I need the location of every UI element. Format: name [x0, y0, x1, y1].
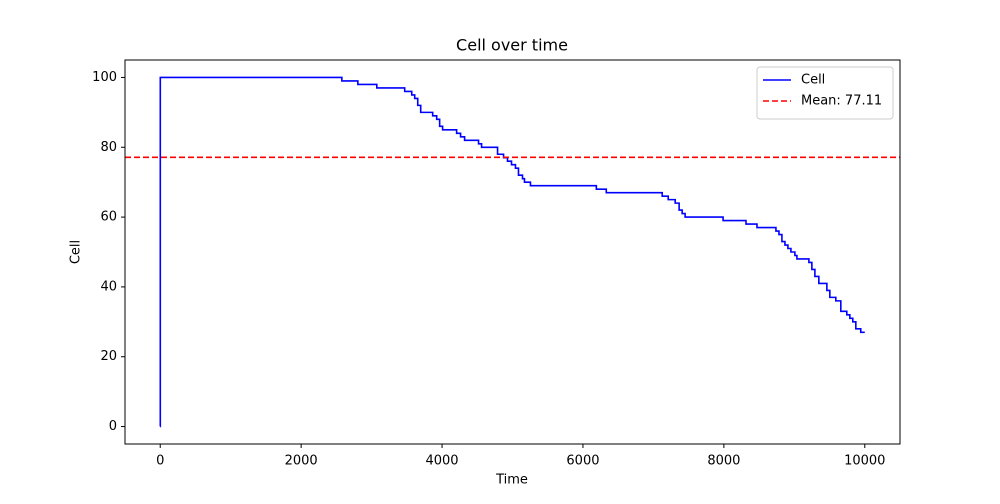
x-tick-label: 4000: [425, 454, 458, 469]
y-tick-label: 40: [100, 279, 117, 294]
x-axis-label: Time: [495, 473, 528, 488]
y-tick-label: 0: [109, 419, 117, 434]
x-tick-label: 6000: [566, 454, 599, 469]
series-line: [159, 76, 865, 428]
x-tick-label: 10000: [844, 454, 885, 469]
legend-label: Mean: 77.11: [801, 94, 882, 109]
y-tick-label: 80: [100, 140, 117, 155]
y-tick-label: 100: [92, 70, 117, 85]
y-tick-label: 20: [100, 349, 117, 364]
y-axis-label: Cell: [69, 240, 84, 264]
x-tick-label: 0: [156, 454, 164, 469]
y-tick-label: 60: [100, 210, 117, 225]
x-tick-label: 2000: [285, 454, 318, 469]
plot-frame: [124, 59, 901, 445]
x-tick-label: 8000: [707, 454, 740, 469]
chart-title: Cell over time: [456, 36, 568, 55]
legend-label: Cell: [801, 73, 825, 88]
